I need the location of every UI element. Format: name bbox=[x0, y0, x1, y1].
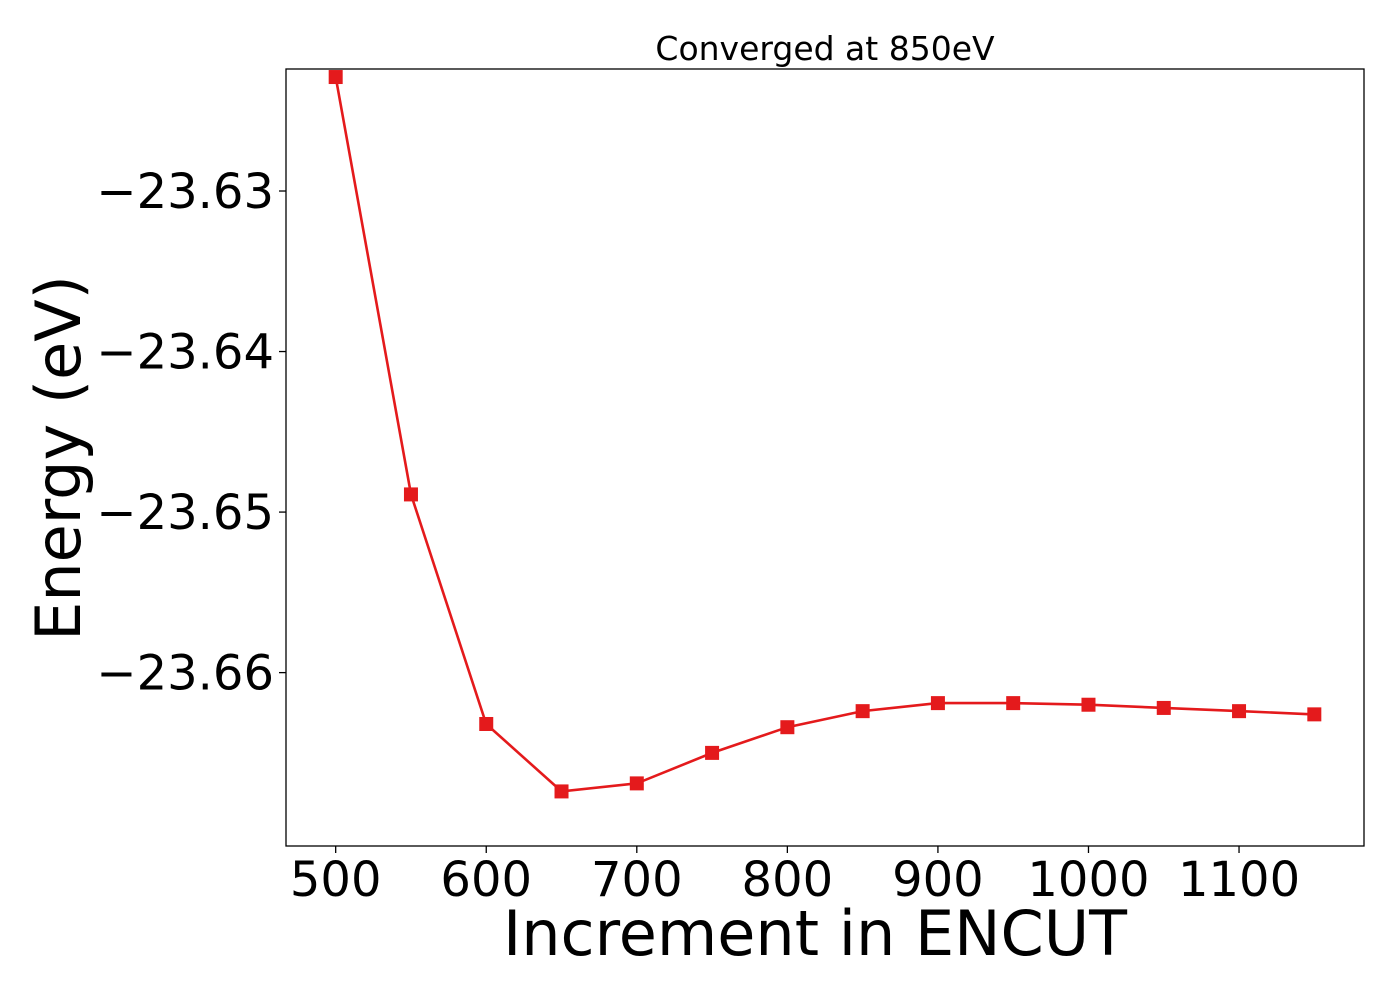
series-line bbox=[334, 76, 1315, 793]
y-axis-title: Energy (eV) bbox=[22, 275, 95, 641]
x-tick-label: 600 bbox=[440, 852, 532, 908]
y-axis-ticks: −23.63 −23.64 −23.65 −23.66 bbox=[96, 164, 286, 702]
x-tick-label: 500 bbox=[290, 852, 382, 908]
data-point-marker bbox=[1307, 707, 1322, 722]
x-tick-label: 800 bbox=[742, 852, 834, 908]
data-point-marker bbox=[1081, 697, 1096, 712]
data-point-marker bbox=[1006, 696, 1021, 711]
data-point-marker bbox=[403, 487, 418, 502]
data-point-marker bbox=[554, 784, 569, 799]
chart-title: Converged at 850eV bbox=[655, 29, 995, 68]
x-axis-ticks: 500 600 700 800 900 1000 1100 bbox=[290, 846, 1300, 908]
data-point-marker bbox=[855, 704, 870, 719]
data-point-marker bbox=[1156, 700, 1171, 715]
series-layer bbox=[328, 70, 1322, 799]
x-tick-label: 1100 bbox=[1178, 852, 1300, 908]
data-point-marker bbox=[705, 745, 720, 760]
y-tick-label: −23.64 bbox=[96, 325, 274, 381]
y-tick-label: −23.65 bbox=[96, 485, 274, 541]
data-point-marker bbox=[629, 776, 644, 791]
x-axis-title: Increment in ENCUT bbox=[503, 897, 1128, 970]
data-point-marker bbox=[1232, 704, 1247, 719]
data-point-marker bbox=[780, 720, 795, 735]
x-tick-label: 900 bbox=[892, 852, 984, 908]
y-tick-label: −23.66 bbox=[96, 646, 274, 702]
data-point-marker bbox=[479, 716, 494, 731]
y-tick-label: −23.63 bbox=[96, 164, 274, 220]
x-tick-label: 700 bbox=[591, 852, 683, 908]
plot-area-frame bbox=[285, 68, 1365, 847]
x-tick-label: 1000 bbox=[1027, 852, 1149, 908]
data-point-marker bbox=[930, 696, 945, 711]
data-point-marker bbox=[328, 70, 343, 85]
